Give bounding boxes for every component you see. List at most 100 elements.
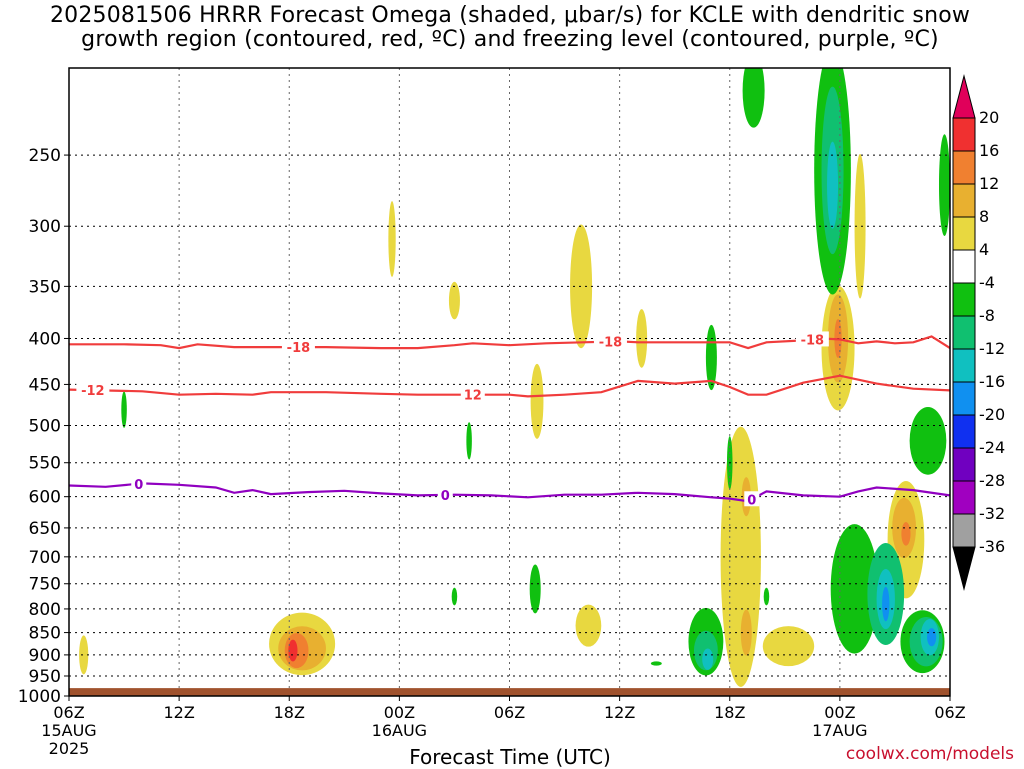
site-credit[interactable]: coolwx.com/models [845,744,1014,764]
omega-region-4 [854,153,866,299]
contour-label-bg [281,339,315,355]
omega-region-12 [901,522,911,546]
omega-region-4 [636,309,648,368]
colorbar-swatch [952,381,976,416]
contour-label-bg [131,475,147,491]
omega-region-4 [388,201,396,277]
y-tick-label: 850 [29,624,61,644]
omega-shading [79,68,950,687]
axes: 2503003504004505005506006507007508008509… [18,146,966,758]
y-tick-label: 950 [29,667,61,687]
colorbar-swatch [952,150,976,185]
x-tick-date: 15AUG [41,721,96,740]
omega-region--4 [451,587,458,606]
omega-region--4 [830,524,879,654]
omega-region-4 [575,604,602,647]
colorbar-label: 16 [979,141,999,160]
y-tick-label: 650 [29,519,61,539]
contour-label-bg [76,382,110,398]
y-tick-label: 250 [29,146,61,166]
colorbar-swatch [952,315,976,350]
colorbar-swatch [952,480,976,515]
colorbar-label: -24 [979,438,1005,457]
omega-region-8 [740,609,752,656]
contour-lines: -18 -18 -18 -12 12 0 0 0 [69,331,950,508]
x-tick-label: 06Z [53,703,84,722]
omega-region-4 [762,626,815,667]
contour-label: 0 [441,489,450,504]
colorbar-top-arrow [952,74,976,119]
omega-region--16 [882,586,890,622]
ground-bar [69,688,950,696]
colorbar-swatch [952,414,976,449]
contour-label-bg [593,333,627,349]
x-tick-label: 18Z [274,703,305,722]
colorbar-swatch [952,513,976,548]
omega-region--4 [466,422,472,460]
x-tick-label: 18Z [714,703,745,722]
y-tick-label: 350 [29,277,61,297]
colorbar-label: -16 [979,372,1005,391]
y-tick-label: 600 [29,488,61,508]
y-tick-label: 900 [29,646,61,666]
colorbar-label: -4 [979,273,995,292]
colorbar-label: -28 [979,471,1005,490]
colorbar-label: 4 [979,240,989,259]
contour-label: 12 [464,389,482,404]
omega-region--4 [742,68,765,128]
ground-surface [69,688,950,696]
colorbar-label: 8 [979,207,989,226]
y-tick-label: 700 [29,548,61,568]
omega-region--4 [909,406,947,475]
x-tick-label: 00Z [824,703,855,722]
y-tick-label: 450 [29,375,61,395]
y-tick-label: 500 [29,417,61,437]
colorbar-swatch [952,216,976,251]
contour--12 [69,374,950,398]
colorbar-swatch [952,447,976,482]
colorbar-swatch [952,282,976,317]
y-tick-label: 1000 [18,687,61,707]
y-tick-label: 300 [29,217,61,237]
omega-region--12 [702,648,714,670]
chart-title-line1: 2025081506 HRRR Forecast Omega (shaded, … [49,3,971,28]
colorbar-label: 12 [979,174,999,193]
colorbar-label: -8 [979,306,995,325]
x-tick-date: 16AUG [372,721,427,740]
y-tick-label: 550 [29,454,61,474]
contour-0 [69,482,950,503]
x-tick-label: 00Z [384,703,415,722]
x-axis-label: Forecast Time (UTC) [409,745,611,769]
omega-region-4 [79,635,89,675]
y-tick-label: 750 [29,575,61,595]
colorbar-swatch [952,249,976,284]
x-tick-label: 12Z [163,703,194,722]
chart-title: 2025081506 HRRR Forecast Omega (shaded, … [0,4,1020,52]
omega-region--12 [827,141,839,229]
colorbar-swatch [952,183,976,218]
colorbar-swatch [952,117,976,152]
colorbar: 20 16 12 8 4 -4 -8 -12 -16 -20 -24 -28 -32 -36 [952,74,1005,591]
x-tick-date: 17AUG [812,721,867,740]
y-tick-label: 800 [29,600,61,620]
y-tick-label: 400 [29,329,61,349]
x-tick-label: 12Z [604,703,635,722]
x-tick-year: 2025 [49,739,90,758]
contour-label: -18 [801,333,825,348]
contour-label: 0 [747,493,756,508]
contour-label: -18 [599,336,623,351]
colorbar-label: -12 [979,339,1005,358]
omega-region-4 [570,224,593,349]
contour-label: -12 [81,384,105,399]
colorbar-bottom-arrow [952,546,976,591]
colorbar-swatch [952,348,976,383]
omega-region--4 [938,134,950,236]
contour-label: 0 [134,478,143,493]
x-tick-label: 06Z [494,703,525,722]
chart-title-line2: growth region (contoured, red, ºC) and f… [81,27,939,52]
omega-region-16 [288,639,298,662]
contour-label-bg [744,491,760,507]
omega-region--4 [121,391,127,428]
x-tick-label: 06Z [934,703,965,722]
